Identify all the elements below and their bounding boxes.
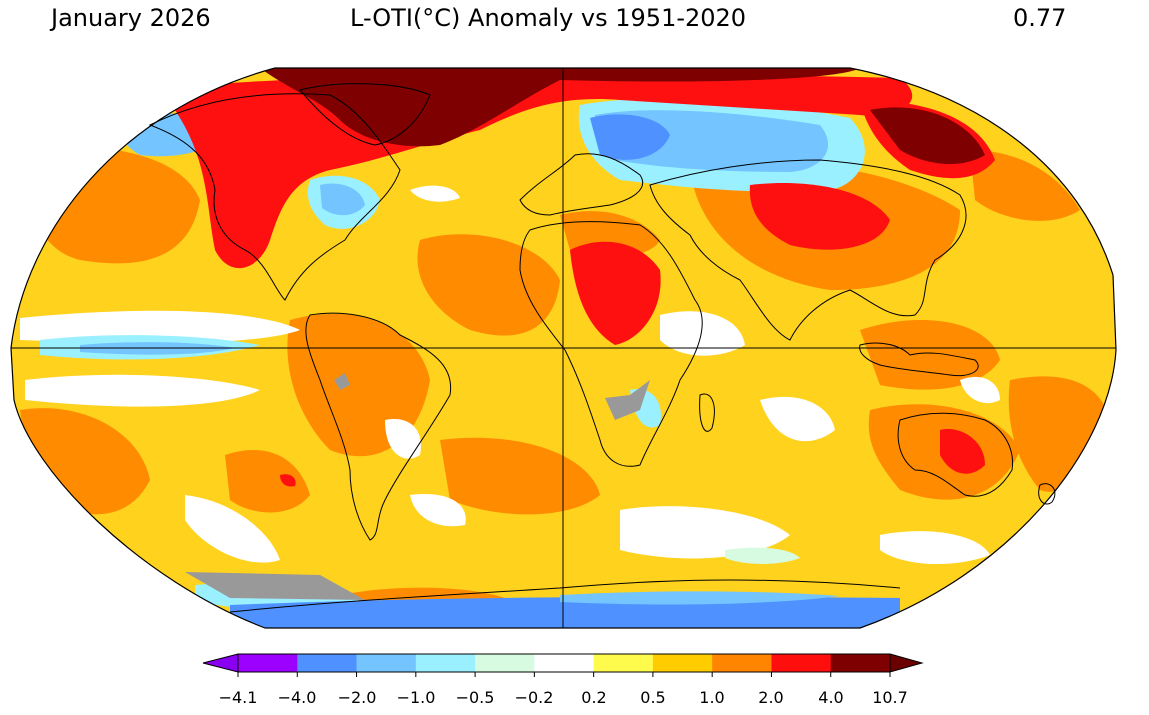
colorbar-bin	[238, 654, 298, 672]
anomaly-patch	[560, 591, 840, 605]
anomaly-patch	[620, 506, 790, 559]
anomaly-patch	[385, 419, 421, 459]
anomaly-patch	[590, 114, 670, 160]
missing-data-patch	[605, 380, 650, 420]
anomaly-patch	[725, 547, 800, 564]
coastline-africa	[519, 221, 703, 467]
colorbar-tick-label: 0.2	[581, 688, 607, 707]
colorbar-under-arrow	[202, 653, 239, 673]
coastline-greenland	[299, 83, 431, 146]
anomaly-patch	[940, 429, 985, 474]
anomaly-patch	[860, 320, 1000, 390]
colorbar-tick-label: 4.0	[818, 688, 844, 707]
coastline-antarctica	[229, 579, 901, 613]
colorbar-tick-label: 2.0	[758, 688, 784, 707]
anomaly-patch	[225, 449, 310, 513]
colorbar-bin	[771, 654, 832, 672]
anomaly-patch	[230, 596, 900, 628]
colorbar-bin	[593, 654, 654, 672]
coastline-north-america	[148, 93, 401, 301]
coastline-asia	[649, 159, 967, 341]
colorbar-tick-label: 1.0	[699, 688, 725, 707]
coastline-new-zealand	[1038, 483, 1056, 505]
colorbar-tick-label: −0.5	[455, 688, 495, 707]
anomaly-patch	[749, 183, 890, 250]
coastline-indonesia	[859, 342, 979, 377]
colorbar-frame	[237, 653, 891, 673]
colorbar-tick-label: 0.5	[640, 688, 666, 707]
anomaly-patch	[25, 374, 260, 407]
anomaly-patch	[660, 311, 745, 356]
coastline-europe	[519, 153, 643, 216]
map-title: L-OTI(°C) Anomaly vs 1951-2020	[350, 4, 747, 32]
missing-data-patch	[185, 572, 365, 600]
colorbar-tick-label: −1.0	[396, 688, 436, 707]
coastline-australia	[897, 412, 1014, 497]
global-mean-value: 0.77	[1013, 4, 1067, 32]
anomaly-patch	[440, 437, 600, 515]
anomaly-patch	[417, 234, 560, 336]
anomaly-patch	[260, 68, 860, 147]
coastline-madagascar	[699, 393, 715, 432]
globe-outline	[10, 67, 1117, 629]
anomaly-patch	[880, 531, 990, 565]
colorbar-over-arrow	[889, 653, 924, 673]
colorbar-bins	[238, 654, 891, 672]
colorbar-tick-label: −0.2	[514, 688, 554, 707]
colorbar-bin	[356, 654, 417, 672]
colorbar-bin	[534, 654, 595, 672]
colorbar-ticks	[237, 672, 891, 677]
missing-data-patch	[334, 373, 350, 390]
colorbar-tick-label: −4.0	[277, 688, 317, 707]
colorbar-bin	[652, 654, 713, 672]
colorbar-tick-label: 10.7	[872, 688, 908, 707]
anomaly-patch	[20, 310, 300, 343]
anomaly-map	[10, 67, 1117, 629]
colorbar-bin	[475, 654, 535, 672]
coastlines	[148, 83, 1056, 613]
colorbar-tick-label: −4.1	[218, 688, 258, 707]
period-label: January 2026	[51, 4, 211, 32]
anomaly-patch	[870, 107, 985, 165]
colorbar-bin	[830, 654, 891, 672]
anomaly-patch	[760, 396, 835, 442]
anomaly-patch	[320, 183, 365, 216]
colorbar-tick-label: −2.0	[337, 688, 377, 707]
anomaly-patch	[970, 150, 1080, 221]
coastline-south-america	[305, 312, 452, 541]
anomaly-patch	[280, 474, 296, 487]
colorbar-bin	[712, 654, 772, 672]
colorbar-bin	[297, 654, 358, 672]
anomaly-patch	[570, 241, 661, 345]
anomaly-patch	[410, 494, 466, 527]
anomaly-patch	[410, 185, 460, 202]
colorbar	[202, 653, 924, 677]
colorbar-bin	[415, 654, 476, 672]
anomaly-patch	[185, 495, 280, 563]
anomaly-patch	[960, 376, 1000, 404]
